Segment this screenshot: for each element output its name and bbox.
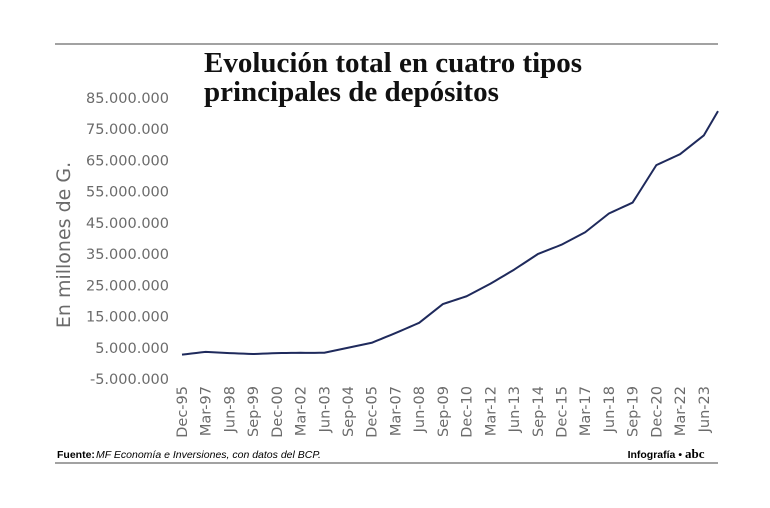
x-tick-label: Sep-14: [531, 386, 547, 437]
x-tick-label: Jun-23: [697, 386, 713, 433]
chart-title: principales de depósitos: [204, 76, 499, 108]
x-tick-label: Jun-03: [317, 386, 333, 433]
x-tick-label: Sep-99: [246, 386, 262, 437]
x-tick-label: Mar-97: [199, 386, 215, 436]
y-tick-label: 15.000.000: [86, 310, 169, 326]
y-tick-label: 55.000.000: [86, 185, 169, 201]
source-label: Fuente:: [57, 449, 95, 461]
y-tick-label: -5.000.000: [90, 372, 169, 388]
x-tick-label: Dec-20: [649, 386, 665, 438]
chart-title: Evolución total en cuatro tipos: [204, 47, 582, 79]
x-tick-label: Mar-22: [673, 386, 689, 436]
x-tick-label: Dec-10: [460, 386, 476, 438]
x-tick-label: Mar-17: [578, 386, 594, 436]
x-tick-label: Dec-95: [175, 386, 191, 438]
x-tick-label: Jun-98: [222, 386, 238, 433]
x-tick-label: Mar-02: [294, 386, 310, 436]
x-tick-label: Jun-08: [412, 386, 428, 433]
credit: Infografía •: [628, 449, 683, 461]
x-tick-label: Sep-04: [341, 386, 357, 437]
x-tick-label: Sep-09: [436, 386, 452, 437]
line: [181, 110, 719, 356]
y-tick-label: 35.000.000: [86, 247, 169, 263]
x-tick-label: Dec-00: [270, 386, 286, 438]
y-axis-label: En millones de G.: [53, 162, 75, 328]
source: MF Economía e Inversiones, con datos del…: [96, 449, 321, 461]
y-tick-label: 85.000.000: [86, 91, 169, 107]
y-tick-label: 75.000.000: [86, 122, 169, 138]
y-tick-label: 45.000.000: [86, 216, 169, 232]
y-tick-label: 25.000.000: [86, 278, 169, 294]
x-tick-label: Dec-05: [365, 386, 381, 438]
logo: abc: [685, 446, 705, 461]
y-tick-label: 65.000.000: [86, 153, 169, 169]
y-tick-label: 5.000.000: [95, 341, 169, 357]
x-tick-label: Mar-07: [388, 386, 404, 436]
x-tick-label: Dec-15: [554, 386, 570, 438]
x-tick-label: Sep-19: [626, 386, 642, 437]
x-tick-label: Mar-12: [483, 386, 499, 436]
x-tick-label: Jun-13: [507, 386, 523, 433]
x-tick-label: Jun-18: [602, 386, 618, 433]
